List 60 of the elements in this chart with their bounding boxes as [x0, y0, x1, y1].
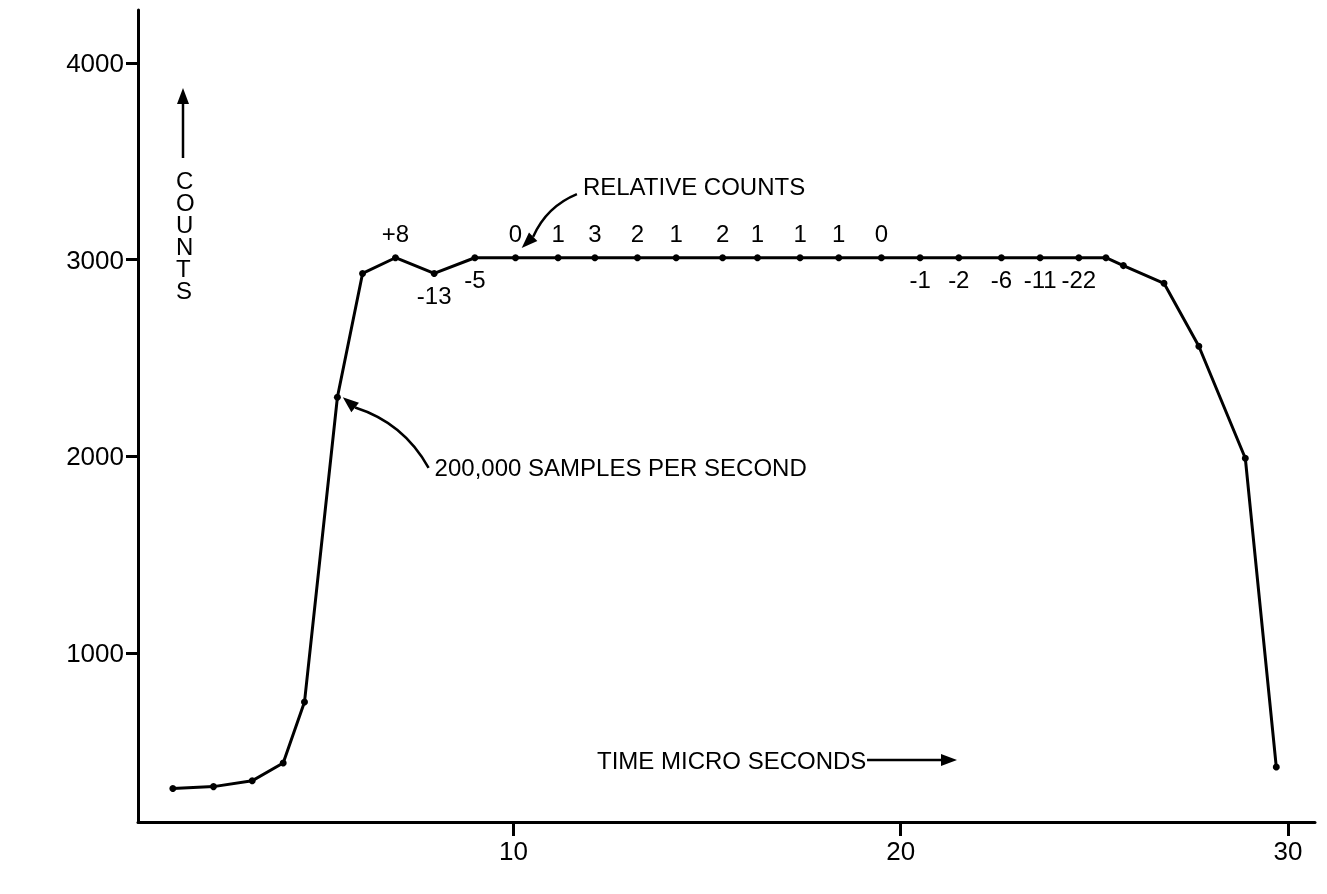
- annotation: 3: [588, 220, 602, 248]
- point: [1102, 254, 1110, 262]
- point: [333, 393, 341, 401]
- annotation: 2: [715, 220, 730, 248]
- x-tick-label: 20: [886, 836, 916, 866]
- annotation: +8: [381, 220, 410, 248]
- point: [877, 254, 885, 262]
- point: [1272, 763, 1280, 771]
- annotation: -13: [416, 281, 452, 309]
- point: [300, 698, 308, 706]
- annotation: 1: [750, 220, 765, 248]
- point: [835, 254, 843, 262]
- annotation: 1: [551, 220, 565, 248]
- annotation: -22: [1061, 266, 1097, 294]
- point: [1119, 262, 1127, 270]
- annotation: -1: [909, 266, 931, 294]
- point: [169, 785, 177, 793]
- y-tick-label: 4000: [66, 48, 124, 79]
- point: [1195, 342, 1203, 350]
- point: [719, 254, 727, 262]
- point: [955, 254, 963, 262]
- annotation: 0: [508, 220, 523, 248]
- point: [471, 254, 479, 262]
- annotation: -2: [948, 266, 970, 294]
- annotation: -5: [464, 266, 486, 294]
- annotation: 1: [669, 220, 683, 248]
- point: [672, 254, 680, 262]
- point: [1160, 279, 1168, 287]
- annotation: -6: [990, 266, 1013, 294]
- y-axis-title: COUNTS: [176, 166, 195, 304]
- point: [512, 254, 519, 262]
- point: [753, 254, 761, 262]
- point: [1241, 454, 1249, 462]
- point: [633, 254, 641, 262]
- point: [359, 269, 367, 277]
- annotation: 1: [832, 220, 846, 248]
- point: [248, 777, 256, 785]
- point: [796, 254, 804, 262]
- point: [591, 254, 599, 262]
- point: [1075, 254, 1083, 262]
- annotation: 200,000 SAMPLES PER SECOND: [434, 454, 807, 482]
- x-tick-label: 30: [1273, 836, 1303, 866]
- point: [279, 759, 287, 767]
- annotation: -11: [1023, 266, 1057, 294]
- annotation: RELATIVE COUNTS: [582, 172, 806, 200]
- x-tick-label: 10: [499, 836, 529, 866]
- annotation: 2: [630, 220, 645, 248]
- y-tick-label: 1000: [66, 637, 124, 668]
- x-axis-title: TIME MICRO SECONDS: [597, 746, 867, 774]
- point: [554, 254, 562, 262]
- y-tick-label: 3000: [66, 244, 124, 275]
- point: [430, 269, 438, 277]
- annotation: 1: [793, 220, 807, 248]
- point: [210, 783, 217, 791]
- annotation: 0: [874, 220, 889, 248]
- point: [997, 254, 1005, 262]
- point: [916, 254, 924, 262]
- point: [391, 254, 399, 262]
- y-tick-label: 2000: [66, 441, 124, 472]
- point: [1036, 254, 1044, 262]
